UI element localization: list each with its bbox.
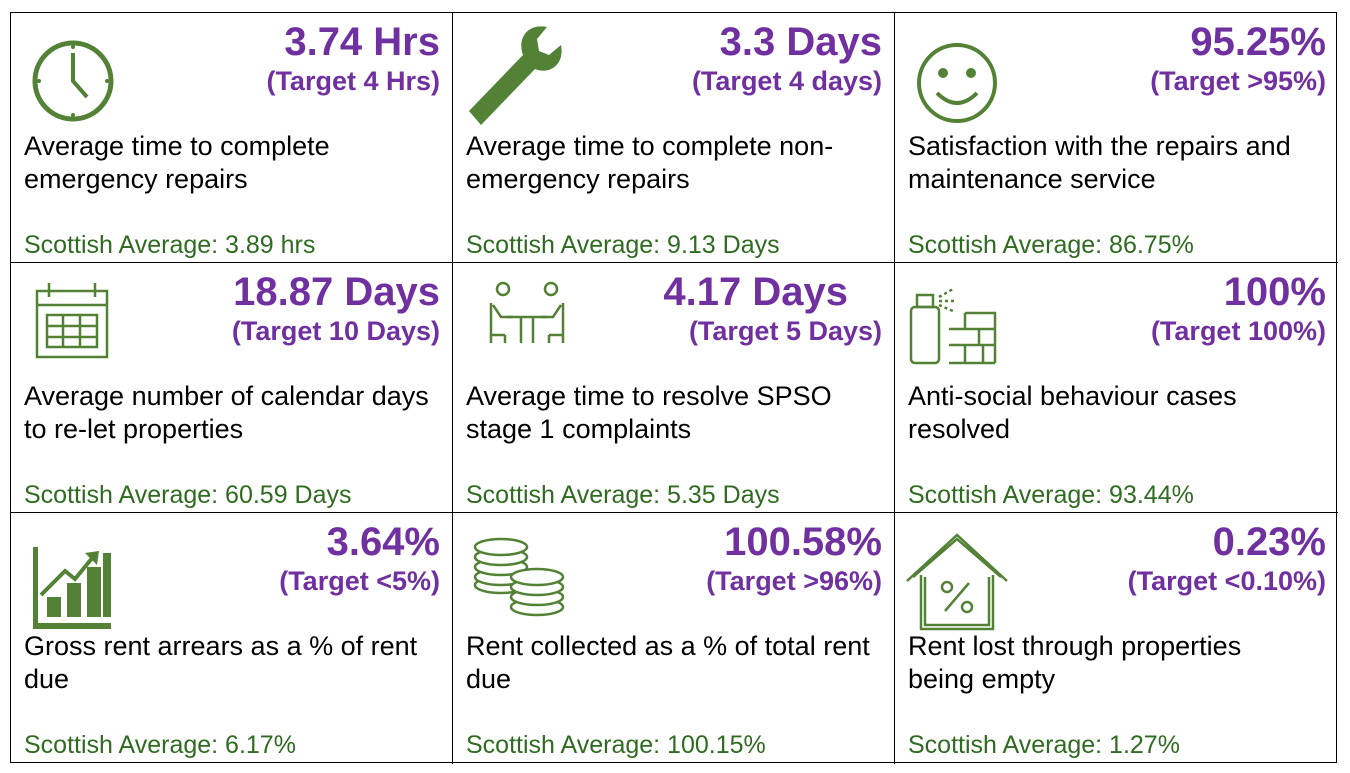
tile-icon <box>917 43 997 123</box>
kpi-description: Rent collected as a % of total rent due <box>466 631 870 694</box>
kpi-value: 18.87 Days <box>233 270 440 314</box>
scottish-average: Scottish Average: 100.15% <box>466 731 766 759</box>
kpi-description: Rent lost through properties being empty <box>908 631 1242 694</box>
kpi-description: Gross rent arrears as a % of rent due <box>24 631 418 694</box>
kpi-target: (Target 4 days) <box>691 66 882 96</box>
scottish-average: Scottish Average: 60.59 Days <box>24 481 352 509</box>
kpi-target: (Target 5 Days) <box>688 316 882 346</box>
kpi-value: 3.64% <box>326 520 440 564</box>
scottish-average: Scottish Average: 6.17% <box>24 731 296 759</box>
tile-icon <box>469 26 562 126</box>
kpi-target: (Target <0.10%) <box>1127 566 1326 596</box>
kpi-target: (Target 4 Hrs) <box>266 66 440 96</box>
kpi-target: (Target <5%) <box>279 566 440 596</box>
tile-icon <box>909 287 997 365</box>
scottish-average: Scottish Average: 9.13 Days <box>466 231 780 259</box>
kpi-description: Average time to resolve SPSO stage 1 com… <box>466 381 832 444</box>
scottish-average: Scottish Average: 1.27% <box>908 731 1180 759</box>
tile-icon <box>489 281 565 343</box>
kpi-description: Satisfaction with the repairs and mainte… <box>908 131 1291 194</box>
kpi-target: (Target 10 Days) <box>231 316 440 346</box>
tile-icon <box>33 547 111 629</box>
kpi-description: Average time to complete emergency repai… <box>24 131 330 194</box>
kpi-description: Anti-social behaviour cases resolved <box>908 381 1237 444</box>
kpi-tile: 95.25% (Target >95%) Satisfaction with the… <box>895 13 1338 263</box>
kpi-value: 100.58% <box>724 520 882 564</box>
scottish-average: Scottish Average: 5.35 Days <box>466 481 780 509</box>
kpi-value: 3.74 Hrs <box>284 20 440 64</box>
kpi-tile: 3.74 Hrs (Target 4 Hrs) Average time to co… <box>11 13 453 263</box>
scottish-average: Scottish Average: 86.75% <box>908 231 1194 259</box>
kpi-description: Average number of calendar days to re-le… <box>24 381 429 444</box>
kpi-value: 0.23% <box>1212 520 1326 564</box>
kpi-target: (Target >96%) <box>706 566 882 596</box>
tile-icon <box>35 283 109 359</box>
tile-icon <box>473 537 565 617</box>
tile-icon <box>906 533 1008 631</box>
kpi-value: 3.3 Days <box>719 20 882 64</box>
tile-icon <box>32 40 114 122</box>
kpi-value: 100% <box>1223 270 1326 314</box>
kpi-tile: 100.58% (Target >96%) Rent collected as a … <box>453 513 895 764</box>
kpi-target: (Target 100%) <box>1150 316 1326 346</box>
kpi-board: 3.74 Hrs (Target 4 Hrs) Average time to co… <box>10 12 1338 764</box>
kpi-description: Average time to complete non-emergency r… <box>466 131 834 194</box>
kpi-tile: 18.87 Days (Target 10 Days) Average number… <box>11 263 453 513</box>
kpi-tile: 3.64% (Target <5%) Gross rent arrears as a… <box>11 513 453 764</box>
scottish-average: Scottish Average: 3.89 hrs <box>24 231 316 259</box>
kpi-tile: 100% (Target 100%) Anti-social behaviour c… <box>895 263 1338 513</box>
scottish-average: Scottish Average: 93.44% <box>908 481 1194 509</box>
kpi-value: 95.25% <box>1190 20 1326 64</box>
kpi-tile: 4.17 Days (Target 5 Days) Average time to … <box>453 263 895 513</box>
kpi-target: (Target >95%) <box>1150 66 1326 96</box>
kpi-tile: 0.23% (Target <0.10%) Rent lost through pr… <box>895 513 1338 764</box>
kpi-tile: 3.3 Days (Target 4 days) Average time to c… <box>453 13 895 263</box>
kpi-value: 4.17 Days <box>663 270 848 314</box>
